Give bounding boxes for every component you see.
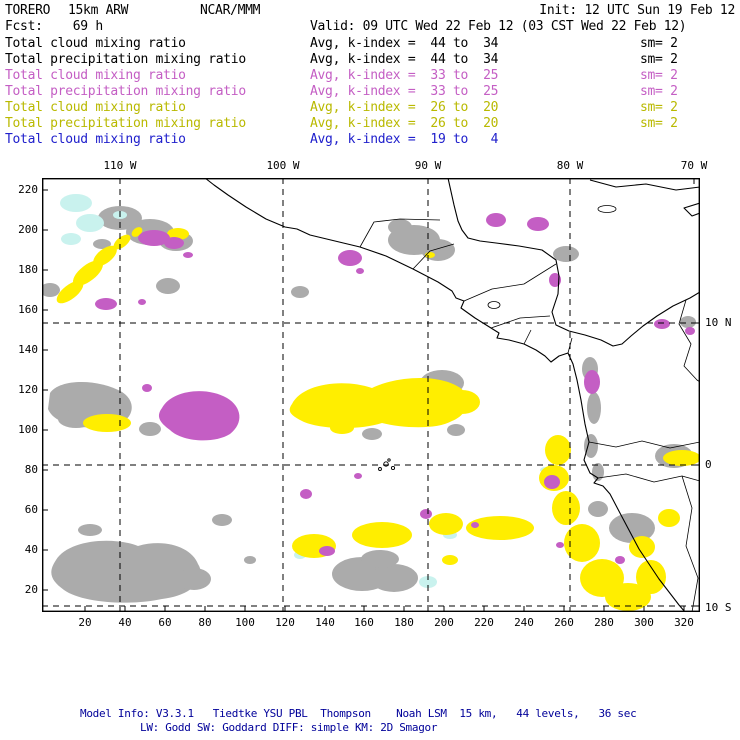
y-tick-label: 200 [18,223,38,236]
legend-row-label: Total cloud mixing ratio [5,68,186,83]
y-tick-label: 40 [24,543,38,556]
shading-magenta-layer [95,213,695,564]
caribbean-coastline [447,178,700,347]
forecast-map [42,178,700,612]
galapagos-islands [378,458,396,471]
x-tick-label: 120 [275,616,295,629]
x-tick-label: 220 [474,616,494,629]
x-tick-label: 240 [514,616,534,629]
model-name: TORERO [5,3,51,18]
shading-yellow-layer [56,227,700,611]
legend-row-label: Total cloud mixing ratio [5,132,186,147]
legend-row-stat: Avg, k-index = 26 to 20 [310,116,499,131]
legend-row-label: Total cloud mixing ratio [5,36,186,51]
x-tick-label: 40 [118,616,132,629]
x-tick-label: 80 [198,616,212,629]
forecast-hour: Fcst: 69 h [5,19,103,34]
shading-gray-layer [42,206,696,603]
model-info-line1: Model Info: V3.3.1 Tiedtke YSU PBL Thomp… [80,707,637,720]
y-tick-label: 80 [24,463,38,476]
legend-row-sm: sm= 2 [640,116,678,131]
x-tick-label: 320 [674,616,694,629]
lat-tick-label: 10 N [705,316,732,329]
x-tick-label: 260 [554,616,574,629]
y-tick-label: 120 [18,383,38,396]
legend-row-stat: Avg, k-index = 33 to 25 [310,84,499,99]
map-frame [42,178,700,612]
org-name: NCAR/MMM [200,3,261,18]
model-info-line2: LW: Godd SW: Goddard DIFF: simple KM: 2D… [140,721,438,734]
y-tick-label: 60 [24,503,38,516]
x-tick-label: 20 [78,616,92,629]
axis-tick-marks [42,178,700,612]
legend-row-label: Total precipitation mixing ratio [5,84,246,99]
legend-row-label: Total cloud mixing ratio [5,100,186,115]
political-borders [359,218,700,612]
y-tick-label: 180 [18,263,38,276]
model-config: 15km ARW [68,3,129,18]
legend-row-sm: sm= 2 [640,36,678,51]
x-tick-label: 140 [315,616,335,629]
legend-row-sm: sm= 2 [640,84,678,99]
coastline-layer [204,178,700,612]
x-tick-label: 100 [235,616,255,629]
x-tick-label: 280 [594,616,614,629]
y-tick-label: 20 [24,583,38,596]
legend-row-stat: Avg, k-index = 44 to 34 [310,52,499,67]
valid-time: Valid: 09 UTC Wed 22 Feb 12 (03 CST Wed … [310,19,687,34]
x-tick-label: 60 [158,616,172,629]
cuba-coastline [589,179,700,191]
legend-row-label: Total precipitation mixing ratio [5,116,246,131]
legend-row-sm: sm= 2 [640,52,678,67]
y-tick-label: 160 [18,303,38,316]
legend-row-stat: Avg, k-index = 26 to 20 [310,100,499,115]
y-tick-label: 100 [18,423,38,436]
init-time: Init: 12 UTC Sun 19 Feb 12 [539,3,735,18]
hispaniola-coastline [683,202,700,217]
lon-tick-label: 70 W [680,159,708,172]
legend-row-stat: Avg, k-index = 19 to 4 [310,132,499,147]
lon-tick-label: 90 W [414,159,442,172]
legend-row-sm: sm= 2 [640,68,678,83]
legend-row-label: Total precipitation mixing ratio [5,52,246,67]
y-tick-label: 220 [18,183,38,196]
lon-tick-label: 110 W [103,159,137,172]
x-tick-label: 180 [394,616,414,629]
pacific-coastline [204,178,686,612]
lake-nicaragua [487,301,501,309]
legend-row-sm: sm= 2 [640,100,678,115]
jamaica-island [597,205,617,213]
legend-row-stat: Avg, k-index = 44 to 34 [310,36,499,51]
x-tick-label: 300 [634,616,654,629]
lat-tick-label: 10 S [705,601,732,614]
y-tick-label: 140 [18,343,38,356]
lon-tick-label: 80 W [556,159,584,172]
lat-tick-label: 0 [705,458,712,471]
legend-row-stat: Avg, k-index = 33 to 25 [310,68,499,83]
x-tick-label: 160 [354,616,374,629]
x-tick-label: 200 [434,616,454,629]
lon-tick-label: 100 W [266,159,300,172]
